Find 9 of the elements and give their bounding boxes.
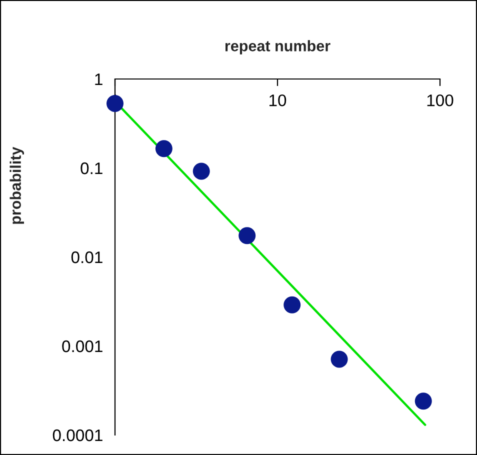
y-axis-title: probability xyxy=(10,146,24,224)
y-tick-label: 0.01 xyxy=(71,251,102,264)
y-tick-label: 1 xyxy=(95,74,102,86)
y-tick-label: 0.1 xyxy=(80,162,102,174)
x-tick-label: 10 xyxy=(270,94,286,106)
y-tick-label: 0.0001 xyxy=(52,429,102,442)
y-tick-label: 0.001 xyxy=(62,340,102,352)
x-tick-label: 100 xyxy=(427,94,454,106)
x-axis-title: repeat number xyxy=(225,40,330,54)
